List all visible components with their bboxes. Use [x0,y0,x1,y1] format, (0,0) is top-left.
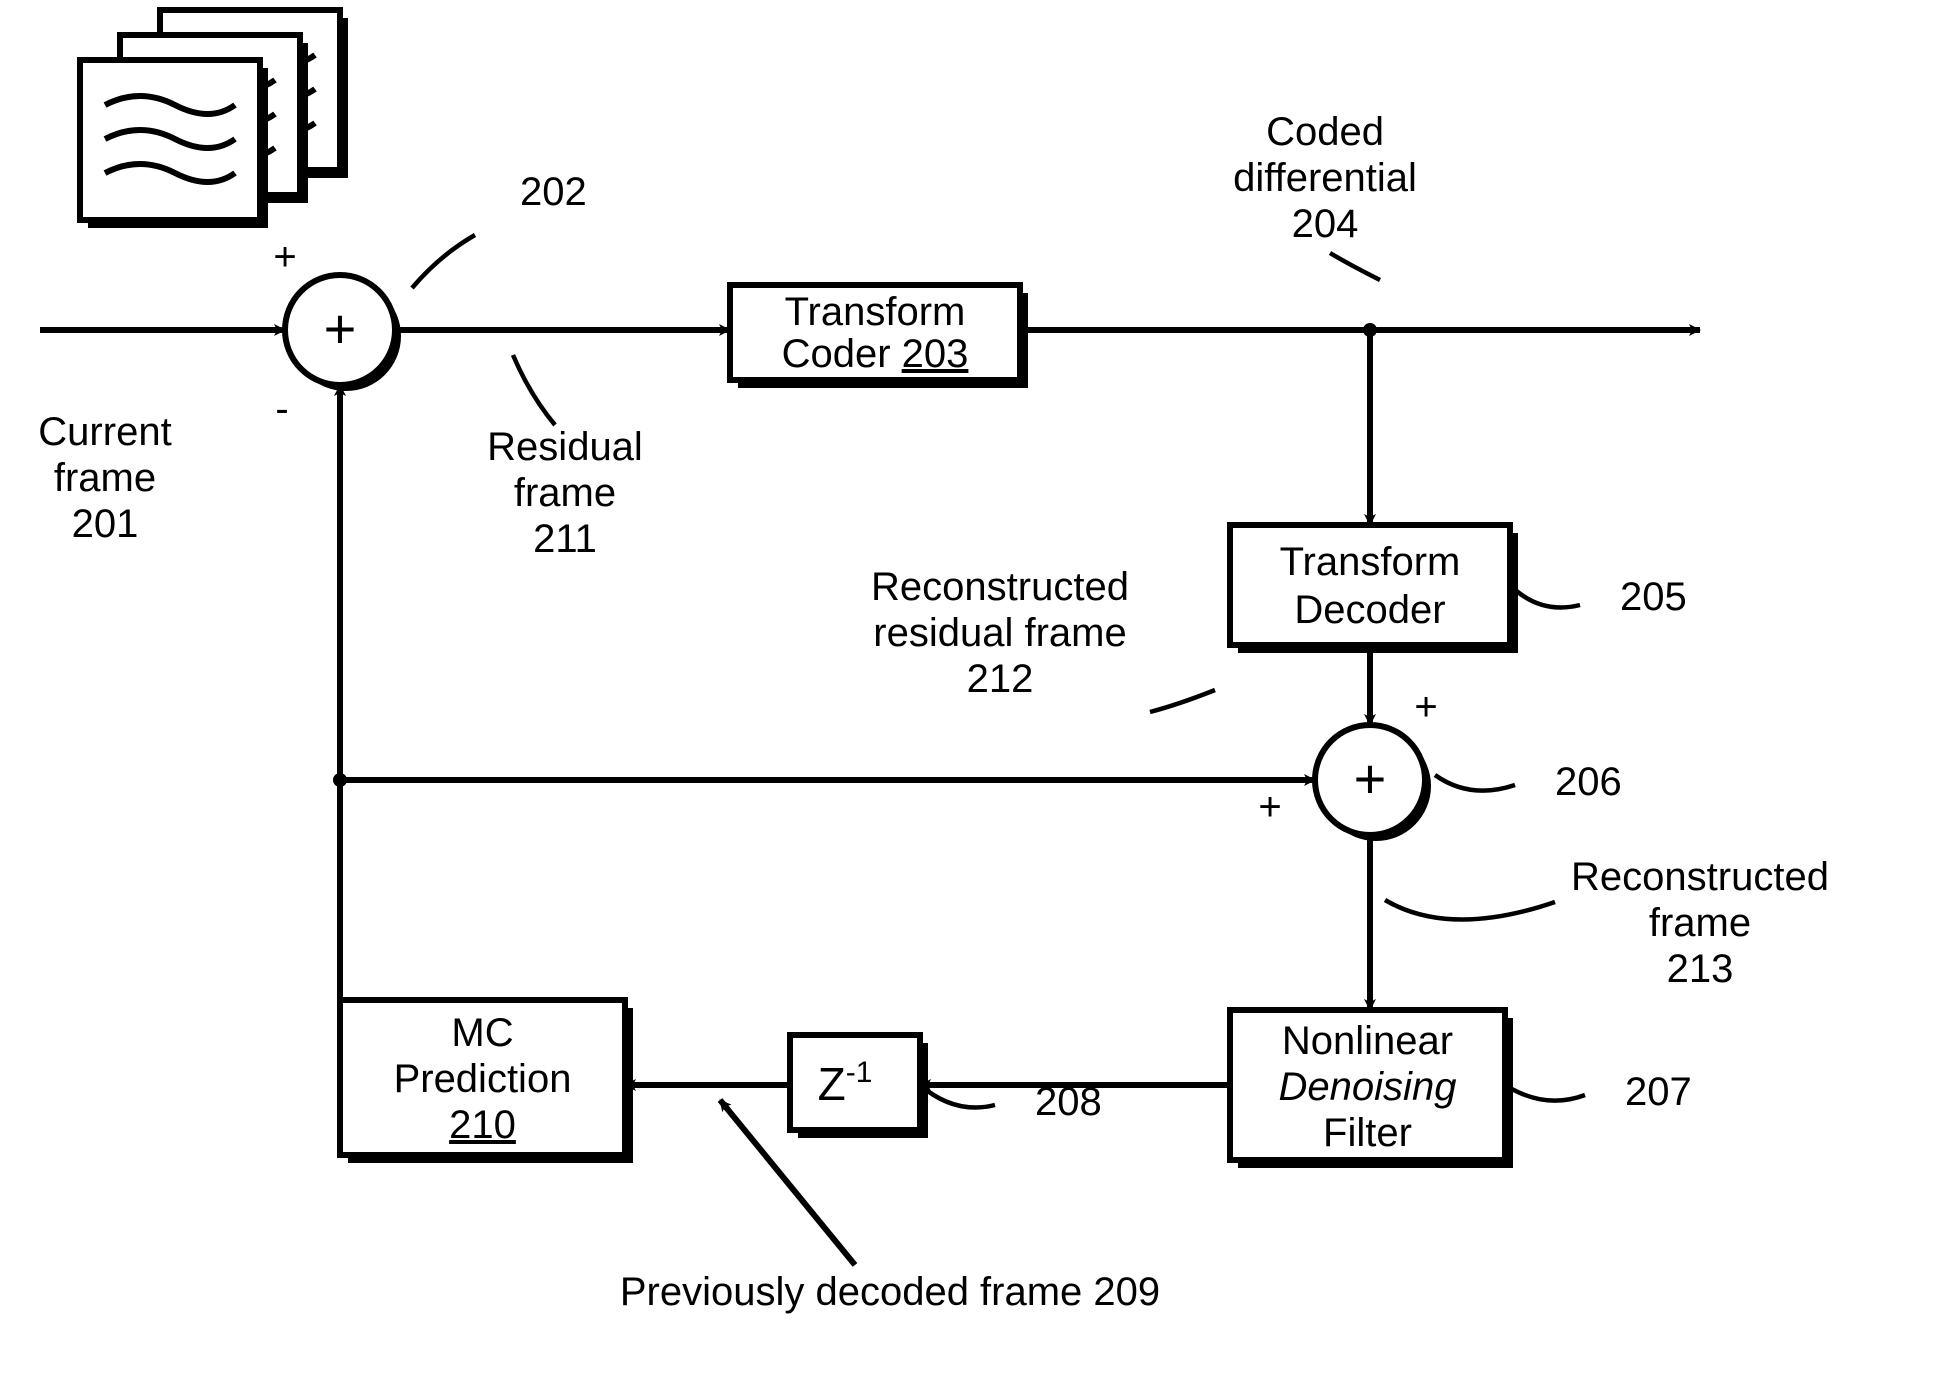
svg-text:+: + [1414,685,1437,729]
leader-l213 [1385,900,1555,920]
svg-text:207: 207 [1625,1070,1692,1114]
svg-text:Filter: Filter [1323,1111,1412,1155]
leader-l205 [1510,585,1580,608]
svg-text:201: 201 [72,502,139,546]
svg-text:204: 204 [1292,202,1359,246]
svg-text:Reconstructed: Reconstructed [871,565,1129,609]
svg-text:+: + [324,297,357,360]
svg-text:Previously decoded frame 209: Previously decoded frame 209 [620,1270,1160,1314]
svg-text:Reconstructed: Reconstructed [1571,855,1829,899]
svg-text:205: 205 [1620,575,1687,619]
svg-text:+: + [273,235,296,279]
svg-text:202: 202 [520,170,587,214]
svg-text:213: 213 [1667,947,1734,991]
leader-l202 [412,235,475,288]
leader-l206 [1435,775,1515,791]
svg-text:Nonlinear: Nonlinear [1282,1019,1453,1063]
svg-text:Transform: Transform [1280,540,1461,584]
svg-text:208: 208 [1035,1080,1102,1124]
svg-text:residual frame: residual frame [873,611,1126,655]
svg-text:Coded: Coded [1266,110,1384,154]
leader-l212 [1150,690,1215,712]
svg-text:Decoder: Decoder [1294,588,1445,632]
leader-l207 [1505,1085,1585,1101]
svg-text:differential: differential [1233,156,1417,200]
svg-text:Prediction: Prediction [394,1057,572,1101]
svg-text:210: 210 [449,1103,516,1147]
svg-text:Residual: Residual [487,425,643,469]
transform-coder-label: Coder 203 [782,332,969,376]
svg-text:MC: MC [451,1011,513,1055]
leader-l204 [1330,253,1380,280]
svg-text:212: 212 [967,657,1034,701]
svg-text:+: + [1354,747,1387,810]
svg-text:211: 211 [533,517,597,561]
svg-text:frame: frame [1649,901,1751,945]
svg-text:Denoising: Denoising [1279,1065,1457,1109]
leader-l211 [513,355,555,425]
svg-text:206: 206 [1555,760,1622,804]
leader-l208 [920,1085,995,1108]
svg-text:Current: Current [38,410,171,454]
svg-text:-: - [275,387,288,431]
svg-text:Transform: Transform [785,290,966,334]
frames-stack-icon [80,10,348,228]
svg-text:+: + [1258,785,1281,829]
svg-text:frame: frame [514,471,616,515]
svg-text:frame: frame [54,456,156,500]
